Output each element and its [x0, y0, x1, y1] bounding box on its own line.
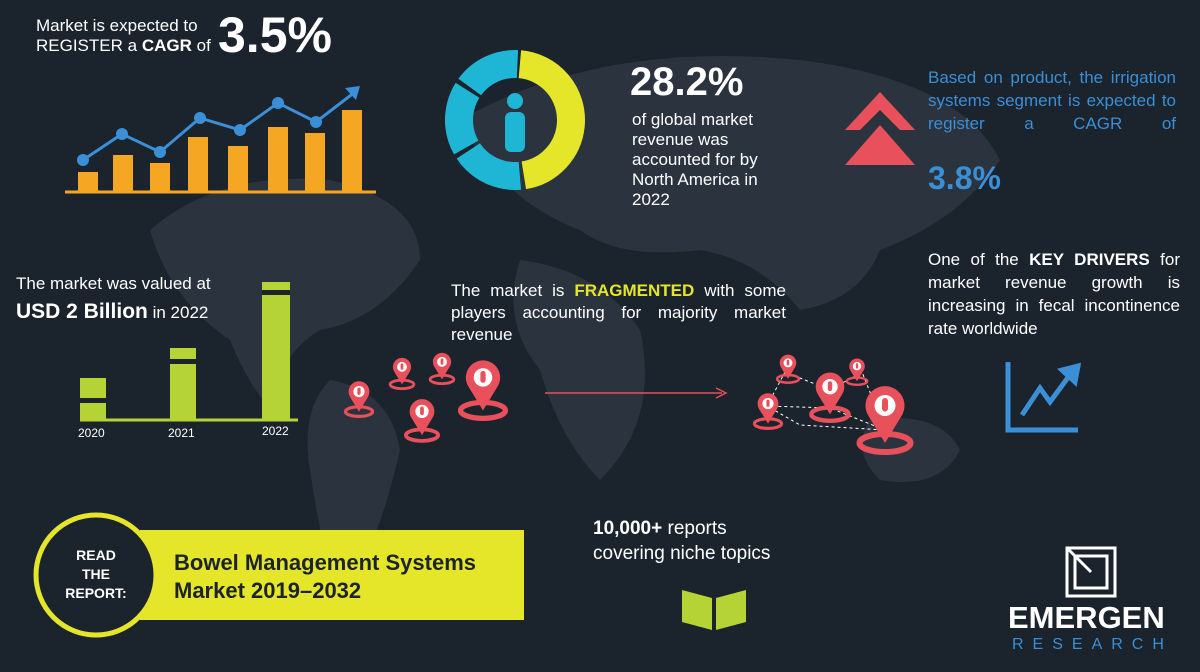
text: The market is [451, 281, 565, 300]
growth-bar-icon-part-part [78, 172, 98, 192]
value-bars [80, 282, 298, 422]
arrow-part [715, 387, 728, 399]
text: 10,000+ [593, 518, 663, 539]
book-icon-part [682, 590, 712, 630]
network [752, 353, 910, 452]
text: with some players accounting for majorit… [451, 281, 786, 344]
growth-bar-icon-part-part [188, 137, 208, 192]
chevron-icon-part [845, 92, 915, 130]
world-map-part [513, 260, 645, 480]
text: reports covering niche topics [593, 518, 771, 564]
year: 2022 [262, 424, 289, 438]
growth-bar-icon-part [77, 97, 322, 166]
person-icon [505, 93, 525, 152]
person-icon-part [507, 93, 523, 109]
pins-left-part [461, 360, 506, 418]
read-badge-part [33, 512, 159, 638]
report-title[interactable]: Bowel Management Systems Market 2019–203… [174, 550, 476, 603]
donut-icon [445, 50, 585, 190]
book-icon [682, 590, 746, 630]
book-icon-part [716, 590, 746, 630]
arrow [545, 387, 728, 399]
read-badge-part [140, 530, 524, 620]
growth-bar-icon-part-part [154, 146, 166, 158]
text: Market is expected to [36, 16, 198, 35]
growth-bar-icon-part-part [268, 127, 288, 192]
network-part [811, 372, 848, 420]
text: The market was valued at [16, 274, 211, 293]
logo-sub: RESEARCH [1012, 636, 1173, 653]
network-part [752, 391, 784, 430]
logo-icon [1065, 546, 1117, 598]
growth-bar-icon-part-part [228, 146, 248, 192]
growth-bar-icon-part-part [113, 155, 133, 192]
text: CAGR [141, 36, 192, 55]
product-text: Based on product, the irrigation systems… [928, 68, 1176, 133]
value-bars-part [80, 290, 290, 403]
share-text: of global market revenue was accounted f… [632, 110, 758, 209]
growth-bar-icon-part [345, 86, 360, 100]
trend-icon-part [1019, 370, 1075, 417]
donut-icon-part [445, 50, 585, 190]
trend-icon-part [1056, 362, 1082, 387]
text: FRAGMENTED [574, 281, 695, 300]
text: REGISTER a [36, 36, 138, 55]
share-value: 28.2% [630, 60, 744, 104]
trend-icon [1005, 362, 1082, 433]
growth-bar-icon-part-part [305, 133, 325, 192]
year: 2021 [168, 426, 195, 440]
logo-name: EMERGEN [1008, 600, 1165, 635]
text: for market revenue growth is increasing … [928, 250, 1181, 338]
growth-bar-icon-part-part [116, 128, 128, 140]
network-part [775, 353, 801, 384]
donut-icon-part [445, 50, 585, 190]
value-bars-part [170, 348, 196, 420]
text: THE [82, 566, 110, 582]
text: of [196, 36, 211, 55]
network-part [845, 357, 869, 386]
year: 2020 [78, 426, 105, 440]
pins-left-part [428, 351, 456, 385]
growth-bar-icon-part-part [272, 97, 284, 109]
growth-bar-icon-part-part [234, 124, 246, 136]
text: One of the [928, 250, 1019, 269]
growth-bar-icon-part [82, 90, 356, 162]
text: KEY DRIVERS [1029, 250, 1150, 269]
text: in 2022 [152, 303, 209, 322]
logo-icon-part [1073, 554, 1109, 590]
trend-icon-part [1005, 362, 1078, 433]
growth-bar-icon-part-part [194, 112, 206, 124]
person-icon-part [505, 112, 525, 152]
chevron-icon-part [845, 125, 915, 165]
growth-bar-icon-part-part [342, 110, 362, 192]
logo-icon-part [1065, 546, 1093, 574]
text: REPORT: [65, 585, 127, 601]
value-bars-part [262, 282, 290, 420]
growth-bar-icon-part-part [310, 116, 322, 128]
value-bars-part-part [262, 290, 290, 295]
cagr-value: 3.5% [218, 7, 332, 63]
growth-bar-icon [65, 86, 376, 194]
read-badge [33, 512, 524, 638]
value-bars-part-part [170, 359, 196, 364]
chevron-icon [845, 92, 915, 165]
text: USD 2 Billion [16, 300, 148, 323]
growth-bar-icon-part-part [77, 154, 89, 166]
logo-icon-part [1065, 546, 1117, 598]
pins-left-part [403, 397, 441, 443]
pins-left-part [388, 356, 416, 390]
growth-bar-icon-part [78, 110, 362, 192]
text: READ [76, 547, 116, 563]
value-bars-part-part [80, 398, 106, 403]
product-value: 3.8% [928, 160, 1001, 196]
growth-bar-icon-part-part [150, 163, 170, 192]
